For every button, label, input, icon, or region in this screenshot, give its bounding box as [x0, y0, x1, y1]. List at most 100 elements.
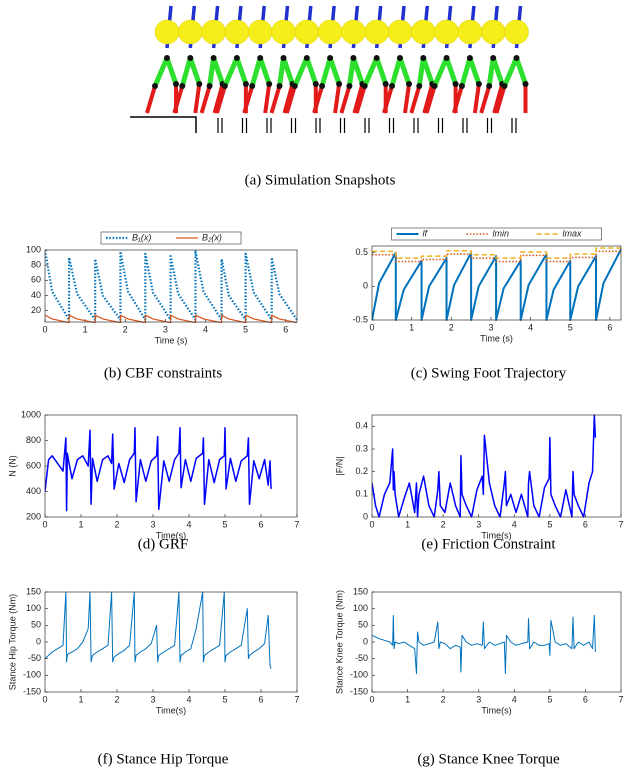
thigh [187, 57, 202, 85]
x-axis-label: Time (s) [480, 333, 513, 343]
chart: 0 1 2 3 4 5 6 7 -150 -100 -50 0 50 100 150 Time(s) Stanc… [7, 586, 299, 767]
joint [452, 81, 459, 87]
thigh [304, 57, 319, 85]
joint [346, 83, 353, 89]
shin [282, 83, 295, 114]
caption: (f) Stance Hip Torque [98, 751, 229, 767]
thigh [467, 57, 482, 85]
x-tick-label: 5 [568, 322, 573, 332]
joint [486, 83, 493, 89]
shin [424, 85, 437, 114]
thigh [420, 57, 435, 85]
joint [312, 81, 319, 87]
shin [352, 83, 365, 114]
caption: (e) Friction Constraint [421, 536, 556, 552]
x-tick-label: 6 [283, 324, 288, 334]
x-tick-label: 6 [583, 694, 588, 704]
y-tick-label: 0.3 [355, 443, 368, 453]
body [504, 19, 529, 45]
x-tick-label: 2 [441, 519, 446, 529]
thigh [222, 57, 240, 87]
joint [416, 83, 423, 89]
shin [354, 85, 367, 114]
x-tick-label: 6 [258, 519, 263, 529]
joint [179, 83, 186, 89]
shin [333, 83, 342, 114]
thigh [389, 57, 403, 87]
x-tick-label: 4 [528, 322, 533, 332]
x-axis-label: Time(s) [481, 530, 511, 540]
legend-label: B₂(x) [202, 232, 222, 242]
x-tick-label: 3 [476, 519, 481, 529]
chart: 0 1 2 3 4 5 6 7 -150 -100 -50 0 50 100 150 Time(s) Stanc… [334, 586, 623, 767]
thigh [211, 57, 225, 85]
y-tick-label: 40 [31, 290, 41, 300]
plot-area [372, 592, 621, 692]
data-line [372, 414, 597, 518]
shin [409, 85, 422, 114]
shin [339, 85, 352, 114]
thigh [164, 57, 179, 85]
y-tick-label: 600 [26, 460, 41, 470]
body [247, 19, 273, 45]
shin [212, 83, 225, 114]
thigh [351, 57, 365, 85]
caption: (d) GRF [138, 536, 188, 552]
joint [373, 55, 380, 61]
shin [403, 83, 411, 114]
shin [494, 85, 507, 114]
thigh [319, 57, 333, 87]
y-tick-label: 1000 [21, 409, 41, 419]
x-tick-label: 2 [114, 694, 119, 704]
axes-box [44, 249, 298, 323]
x-tick-label: 0 [42, 324, 47, 334]
joint [242, 81, 249, 87]
shin [269, 85, 282, 114]
data-line [372, 248, 621, 321]
x-tick-label: 4 [186, 694, 191, 704]
thigh [502, 57, 519, 87]
x-tick-label: 6 [258, 694, 263, 704]
y-tick-label: 100 [353, 603, 368, 613]
x-tick-label: 5 [243, 324, 248, 334]
y-tick-label: 50 [358, 620, 368, 630]
y-tick-label: 0.5 [355, 247, 368, 257]
y-tick-label: 800 [26, 435, 41, 445]
y-tick-label: 0 [363, 511, 368, 521]
shin [193, 83, 202, 114]
ground [130, 116, 197, 133]
body [271, 19, 296, 45]
joint [501, 83, 508, 89]
joint [196, 81, 203, 87]
shin [145, 85, 157, 114]
x-tick-label: 2 [449, 322, 454, 332]
x-tick-label: 7 [294, 519, 299, 529]
body [294, 19, 320, 45]
thigh [249, 57, 263, 87]
y-tick-label: 100 [26, 244, 41, 254]
y-tick-label: 0.2 [355, 466, 368, 476]
x-tick-label: 4 [512, 694, 517, 704]
joint [206, 83, 213, 89]
thigh [234, 57, 249, 85]
joint [513, 55, 520, 61]
joint [249, 83, 256, 89]
y-tick-label: 0.1 [355, 489, 368, 499]
thigh [490, 57, 505, 85]
joint [303, 55, 310, 61]
thigh [514, 57, 528, 85]
y-axis-label: |F/N| [334, 456, 344, 475]
x-tick-label: 6 [583, 519, 588, 529]
x-tick-label: 5 [222, 519, 227, 529]
joint [233, 55, 240, 61]
joint [458, 83, 465, 89]
x-axis-label: Time(s) [156, 530, 186, 540]
plot-area [45, 415, 297, 517]
shin [214, 85, 227, 114]
x-tick-label: 2 [123, 324, 128, 334]
thigh [152, 57, 170, 87]
body [317, 19, 343, 45]
body [387, 19, 413, 45]
x-tick-label: 3 [476, 694, 481, 704]
body [201, 19, 226, 45]
